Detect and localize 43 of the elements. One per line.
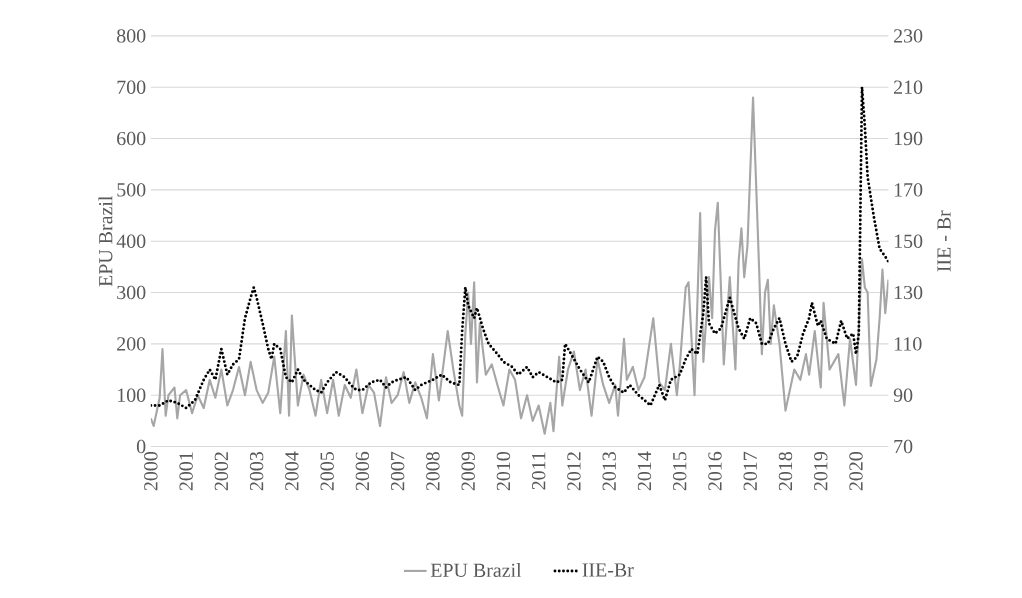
x-tick-label: 2005: [320, 452, 334, 491]
y-tick-label: 600: [117, 131, 146, 146]
x-tick-label: 2018: [778, 451, 793, 491]
x-tick-label: 2017: [743, 451, 757, 491]
y2-tick-label: 170: [894, 183, 923, 197]
x-tick-label: 2015: [672, 452, 687, 491]
x-tick-label: 2000: [144, 451, 158, 491]
y2-axis-title: IIE - Br: [937, 210, 951, 272]
y-tick-label: 200: [117, 337, 146, 351]
x-tick-label: 2008: [426, 451, 440, 491]
x-tick-label: 2013: [602, 452, 616, 491]
y-tick-label: 100: [118, 388, 146, 402]
x-tick-label: 2002: [214, 452, 229, 491]
x-tick-label: 2009: [461, 452, 475, 491]
y2-tick-label: 190: [894, 131, 923, 146]
legend-label: EPU Brazil: [430, 563, 522, 578]
x-tick-label: 2011: [531, 452, 546, 490]
y-tick-label: 500: [117, 183, 146, 197]
y2-tick-label: 70: [894, 439, 913, 454]
legend-label: IIE-Br: [582, 563, 634, 577]
y-tick-label: 400: [116, 234, 146, 248]
y-tick-label: 0: [136, 439, 146, 454]
x-tick-label: 2016: [708, 451, 722, 491]
y-axis-title: EPU Brazil: [98, 195, 113, 287]
y2-tick-label: 230: [894, 29, 923, 43]
x-tick-label: 2019: [814, 452, 828, 491]
y-tick-label: 800: [117, 29, 146, 43]
x-tick-label: 2004: [285, 451, 299, 491]
x-tick-label: 2012: [567, 452, 581, 491]
x-tick-label: 2001: [179, 452, 193, 491]
x-tick-label: 2003: [249, 452, 264, 491]
y2-tick-label: 130: [894, 285, 923, 300]
y2-tick-label: 150: [894, 234, 923, 248]
x-tick-label: 2007: [390, 451, 405, 491]
x-tick-label: 2006: [355, 451, 370, 491]
y2-tick-label: 110: [894, 337, 922, 351]
x-tick-label: 2020: [849, 451, 863, 491]
y-tick-label: 700: [117, 80, 146, 94]
x-tick-label: 2014: [637, 451, 652, 491]
y2-tick-label: 90: [893, 388, 913, 402]
x-tick-label: 2010: [496, 451, 511, 491]
y2-tick-label: 210: [894, 80, 923, 94]
y-tick-label: 300: [117, 285, 146, 300]
